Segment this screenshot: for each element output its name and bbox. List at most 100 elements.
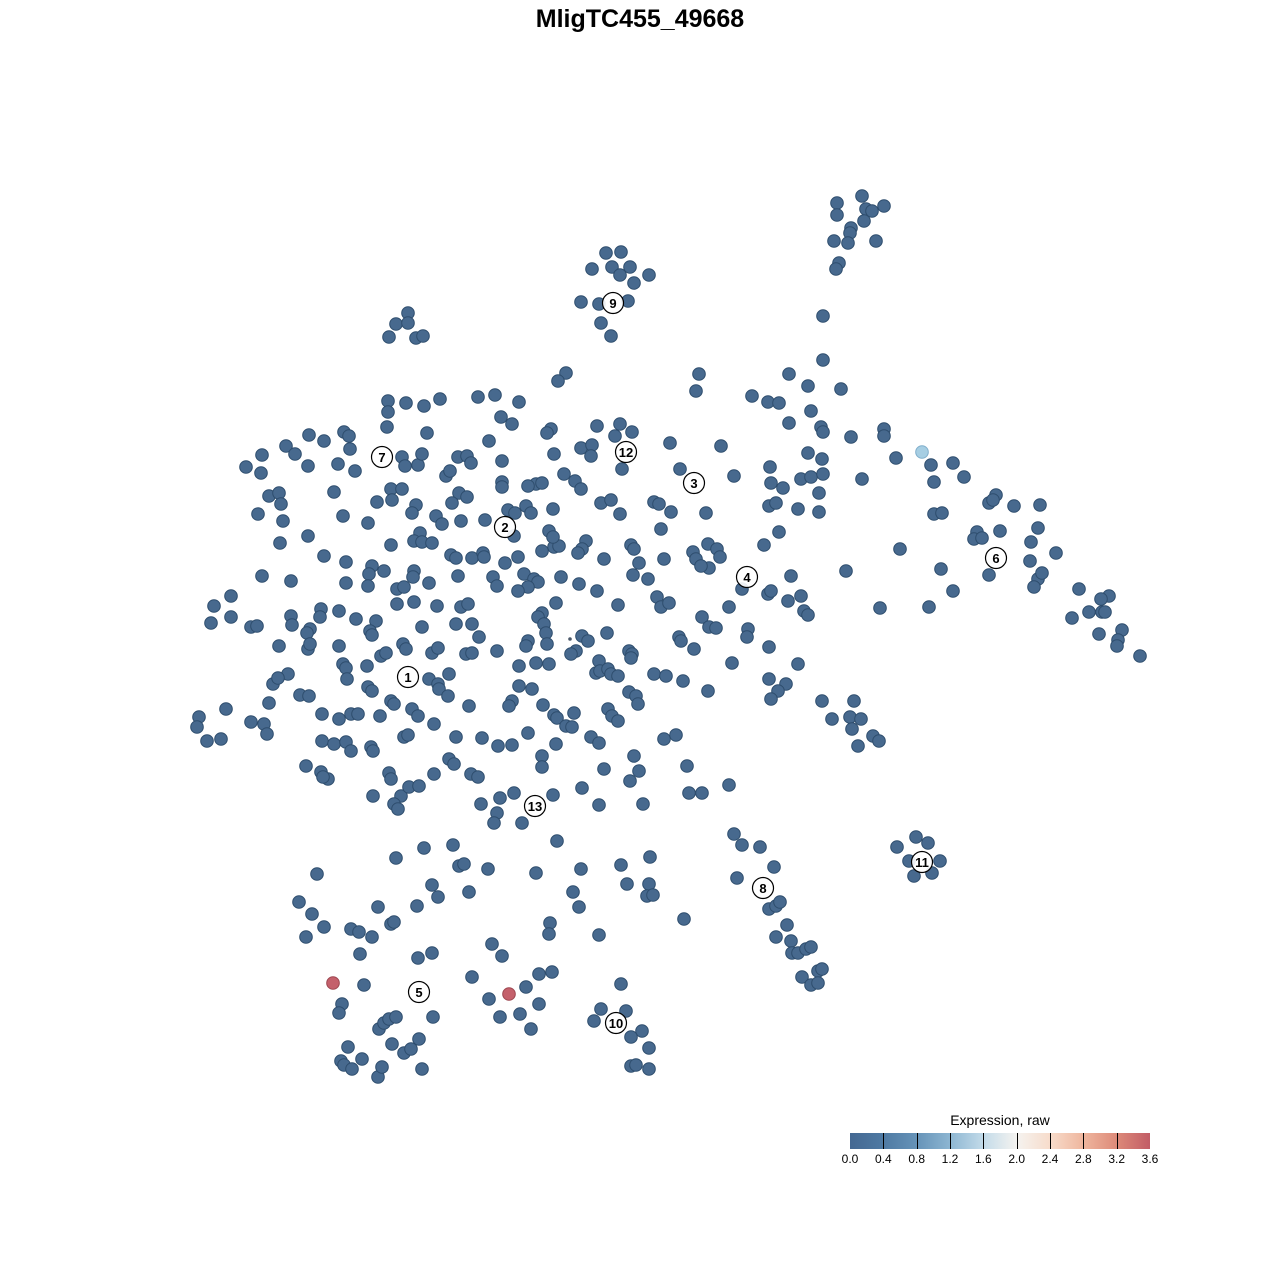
data-point xyxy=(1023,554,1037,568)
data-point xyxy=(426,1010,440,1024)
data-point xyxy=(422,576,436,590)
data-point xyxy=(360,659,374,673)
data-point xyxy=(301,459,315,473)
data-point xyxy=(695,786,709,800)
data-point xyxy=(370,495,384,509)
cluster-label-circle xyxy=(493,515,517,539)
data-point xyxy=(825,712,839,726)
data-point xyxy=(384,772,398,786)
data-point xyxy=(545,965,559,979)
data-point xyxy=(303,637,317,651)
data-point xyxy=(1035,566,1049,580)
cluster-label-number: 1 xyxy=(404,670,411,685)
data-point xyxy=(502,699,516,713)
data-point xyxy=(305,907,319,921)
data-point xyxy=(982,568,996,582)
data-point xyxy=(890,840,904,854)
data-point xyxy=(795,970,809,984)
data-point xyxy=(389,1010,403,1024)
data-point xyxy=(332,1006,346,1020)
data-point xyxy=(521,479,535,493)
cluster-label-number: 2 xyxy=(501,520,508,535)
data-point xyxy=(457,857,471,871)
data-point xyxy=(512,659,526,673)
data-point xyxy=(465,970,479,984)
data-point xyxy=(659,669,673,683)
data-point xyxy=(625,425,639,439)
data-point xyxy=(546,788,560,802)
cluster-label-number: 7 xyxy=(378,450,385,465)
data-point xyxy=(662,596,676,610)
data-point xyxy=(801,608,815,622)
data-point xyxy=(482,434,496,448)
data-point xyxy=(946,456,960,470)
data-point xyxy=(657,732,671,746)
data-point xyxy=(845,722,859,736)
data-point xyxy=(442,667,456,681)
data-point xyxy=(443,464,457,478)
data-point xyxy=(464,456,478,470)
data-point xyxy=(505,417,519,431)
data-point xyxy=(387,697,401,711)
data-point xyxy=(794,589,808,603)
data-point xyxy=(519,980,533,994)
data-point xyxy=(611,714,625,728)
colorbar-title: Expression, raw xyxy=(950,1112,1050,1128)
data-point xyxy=(397,580,411,594)
data-point xyxy=(692,367,706,381)
data-point xyxy=(812,486,826,500)
cluster-label-circle xyxy=(735,565,759,589)
cluster-label-9: 9 xyxy=(601,291,625,315)
data-point xyxy=(784,569,798,583)
data-point xyxy=(547,447,561,461)
data-point xyxy=(412,779,426,793)
data-point xyxy=(302,428,316,442)
data-point xyxy=(907,869,921,883)
data-point xyxy=(451,569,465,583)
data-point xyxy=(815,452,829,466)
data-point xyxy=(619,1004,633,1018)
data-point xyxy=(594,1002,608,1016)
data-point xyxy=(425,536,439,550)
data-point xyxy=(542,657,556,671)
data-point xyxy=(642,1041,656,1055)
colorbar-tick-line xyxy=(1116,1133,1118,1149)
data-point xyxy=(773,895,787,909)
data-point xyxy=(827,234,841,248)
data-point xyxy=(513,1007,527,1021)
data-point xyxy=(449,617,463,631)
data-point xyxy=(411,951,425,965)
data-point xyxy=(841,236,855,250)
cluster-label-circle xyxy=(984,546,1008,570)
data-point xyxy=(512,679,526,693)
data-point xyxy=(851,739,865,753)
colorbar-tick-label: 3.2 xyxy=(1108,1152,1125,1166)
data-point xyxy=(207,599,221,613)
data-point xyxy=(745,389,759,403)
data-point xyxy=(487,816,501,830)
data-point xyxy=(214,732,228,746)
data-point xyxy=(597,762,611,776)
data-point xyxy=(557,467,571,481)
data-point xyxy=(642,268,656,282)
data-point xyxy=(816,425,830,439)
data-point xyxy=(834,382,848,396)
data-point xyxy=(485,937,499,951)
data-point xyxy=(411,709,425,723)
data-point xyxy=(727,469,741,483)
data-point xyxy=(391,802,405,816)
data-point xyxy=(512,395,526,409)
data-point xyxy=(327,737,341,751)
data-point xyxy=(345,1062,359,1076)
data-point xyxy=(714,439,728,453)
data-point xyxy=(801,446,815,460)
data-point xyxy=(449,730,463,744)
plot-title: MligTC455_49668 xyxy=(535,5,745,33)
cluster-label-circle xyxy=(751,876,775,900)
data-point xyxy=(727,827,741,841)
data-point xyxy=(584,449,598,463)
data-point xyxy=(909,830,923,844)
data-point xyxy=(811,976,825,990)
data-point xyxy=(869,234,883,248)
data-point xyxy=(375,1060,389,1074)
